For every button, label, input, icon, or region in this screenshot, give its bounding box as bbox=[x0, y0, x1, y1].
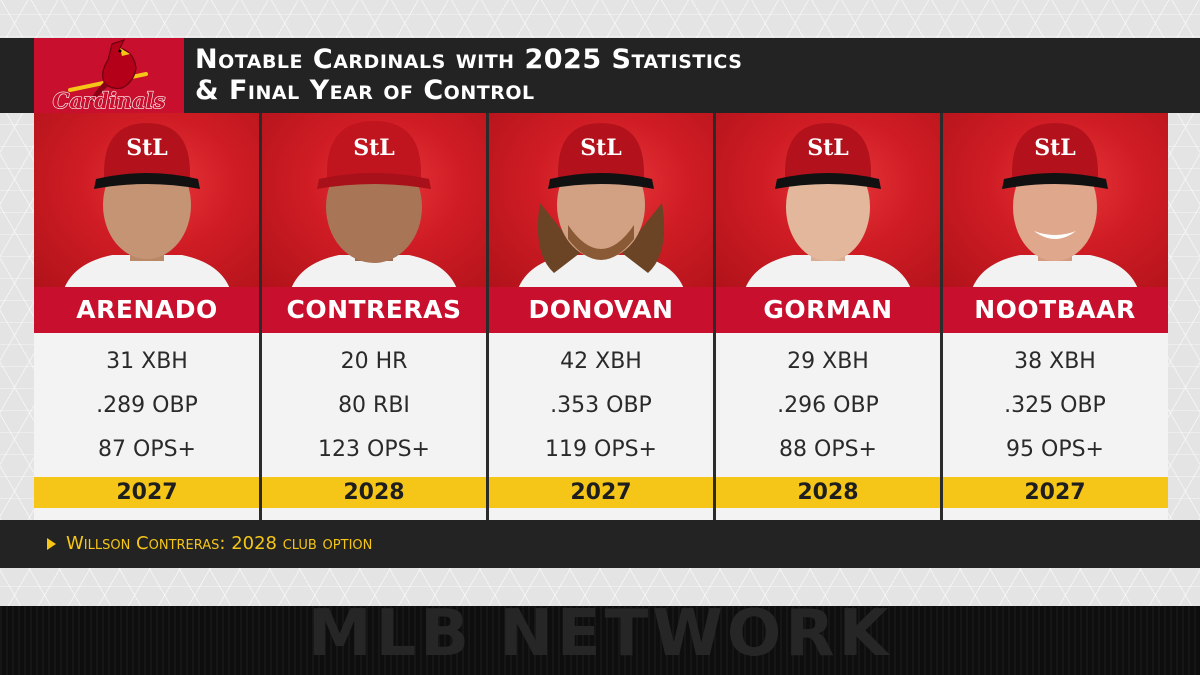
final-year-badge: 2027 bbox=[942, 477, 1168, 508]
player-card: StL NOOTBAAR 38 XBH .325 OBP 95 OPS+ 202… bbox=[942, 113, 1168, 520]
player-stat: 29 XBH bbox=[787, 349, 869, 374]
footnote-text: Willson Contreras: 2028 club option bbox=[66, 533, 373, 554]
player-stat: 119 OPS+ bbox=[545, 437, 657, 462]
player-photo: StL bbox=[715, 113, 941, 289]
play-arrow-icon bbox=[47, 538, 56, 550]
player-name: GORMAN bbox=[715, 287, 941, 333]
player-stat: 80 RBI bbox=[338, 393, 410, 418]
cardinal-bird-icon bbox=[68, 38, 148, 104]
cardinals-logo: Cardinals bbox=[34, 38, 184, 113]
player-card: StL GORMAN 29 XBH .296 OBP 88 OPS+ 2028 bbox=[715, 113, 941, 520]
player-card: StL ARENADO 31 XBH .289 OBP 87 OPS+ 2027 bbox=[34, 113, 260, 520]
final-year-badge: 2027 bbox=[34, 477, 260, 508]
player-name: DONOVAN bbox=[488, 287, 714, 333]
card-divider bbox=[486, 113, 489, 520]
bottom-band: MLB NETWORK bbox=[0, 606, 1200, 675]
player-stat: 42 XBH bbox=[560, 349, 642, 374]
player-stat: .325 OBP bbox=[1004, 393, 1106, 418]
player-stat: .289 OBP bbox=[96, 393, 198, 418]
card-divider bbox=[713, 113, 716, 520]
player-stat: 38 XBH bbox=[1014, 349, 1096, 374]
player-card: StL CONTRERAS 20 HR 80 RBI 123 OPS+ 2028 bbox=[261, 113, 487, 520]
header-bar bbox=[0, 38, 1200, 113]
player-stat: 87 OPS+ bbox=[98, 437, 196, 462]
player-stat: .353 OBP bbox=[550, 393, 652, 418]
svg-text:StL: StL bbox=[353, 135, 395, 161]
player-photo: StL bbox=[488, 113, 714, 289]
player-card: StL DONOVAN 42 XBH .353 OBP 119 OPS+ 202… bbox=[488, 113, 714, 520]
final-year-badge: 2028 bbox=[261, 477, 487, 508]
player-stat: 88 OPS+ bbox=[779, 437, 877, 462]
player-stat: 123 OPS+ bbox=[318, 437, 430, 462]
player-name: ARENADO bbox=[34, 287, 260, 333]
svg-text:StL: StL bbox=[807, 135, 849, 161]
player-name: NOOTBAAR bbox=[942, 287, 1168, 333]
svg-text:StL: StL bbox=[1034, 135, 1076, 161]
footnote-bar bbox=[0, 520, 1200, 568]
svg-text:StL: StL bbox=[126, 135, 168, 161]
card-divider bbox=[940, 113, 943, 520]
player-stat: 95 OPS+ bbox=[1006, 437, 1104, 462]
player-photo: StL bbox=[261, 113, 487, 289]
final-year-badge: 2027 bbox=[488, 477, 714, 508]
player-photo: StL bbox=[942, 113, 1168, 289]
final-year-badge: 2028 bbox=[715, 477, 941, 508]
title-line-2: & Final Year of Control bbox=[195, 75, 535, 106]
logo-wordmark-text: Cardinals bbox=[53, 88, 166, 113]
svg-text:StL: StL bbox=[580, 135, 622, 161]
player-stat: 31 XBH bbox=[106, 349, 188, 374]
player-photo: StL bbox=[34, 113, 260, 289]
title-line-1: Notable Cardinals with 2025 Statistics bbox=[195, 44, 743, 75]
player-stat: 20 HR bbox=[340, 349, 408, 374]
player-stat: .296 OBP bbox=[777, 393, 879, 418]
top-background-band bbox=[0, 0, 1200, 38]
network-watermark: MLB NETWORK bbox=[307, 606, 893, 671]
player-cards-panel: StL ARENADO 31 XBH .289 OBP 87 OPS+ 2027… bbox=[34, 113, 1168, 520]
page-title: Notable Cardinals with 2025 Statistics &… bbox=[195, 44, 742, 106]
card-divider bbox=[259, 113, 262, 520]
player-name: CONTRERAS bbox=[261, 287, 487, 333]
cardinals-wordmark: Cardinals bbox=[52, 87, 166, 113]
